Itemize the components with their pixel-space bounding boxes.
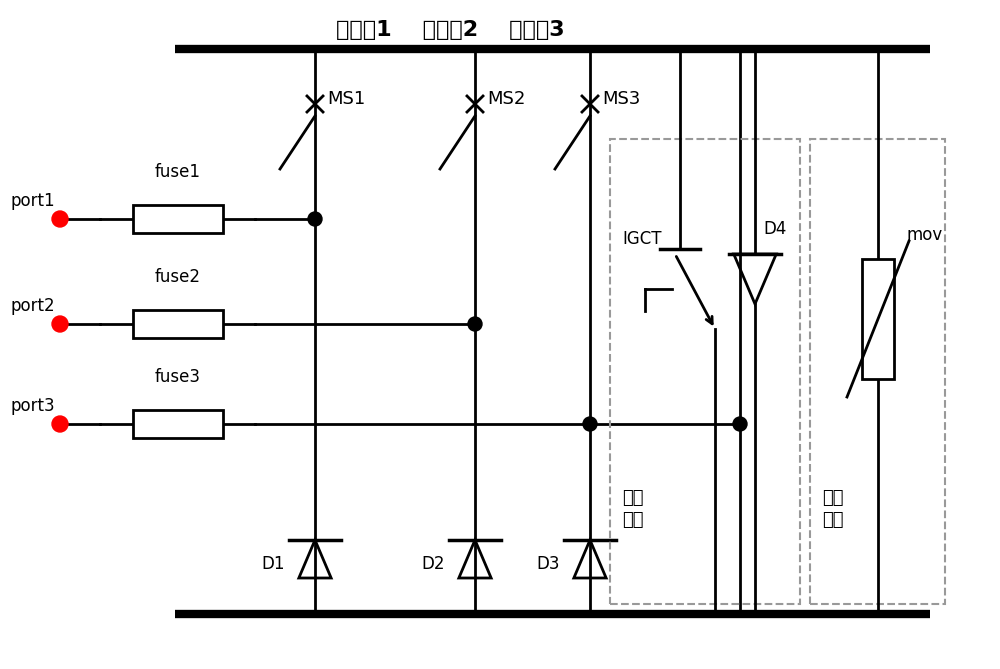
Text: fuse2: fuse2	[154, 268, 200, 286]
Text: port1: port1	[10, 192, 55, 210]
Circle shape	[52, 416, 68, 432]
Bar	[862, 259, 894, 379]
Text: mov: mov	[906, 226, 942, 244]
Text: fuse1: fuse1	[154, 163, 200, 181]
Bar	[132, 205, 222, 233]
Bar	[132, 310, 222, 338]
Text: 换流
支路: 换流 支路	[622, 489, 644, 529]
Text: 耗能
支路: 耗能 支路	[822, 489, 844, 529]
Text: D4: D4	[763, 220, 786, 238]
Bar	[132, 410, 222, 438]
Circle shape	[52, 211, 68, 227]
Text: D3: D3	[536, 555, 560, 573]
Text: D1: D1	[262, 555, 285, 573]
Text: MS2: MS2	[487, 90, 525, 108]
Text: MS1: MS1	[327, 90, 365, 108]
Text: 主支路1    主支路2    主支路3: 主支路1 主支路2 主支路3	[336, 20, 564, 40]
Text: port2: port2	[10, 297, 55, 315]
Bar	[810, 139, 945, 604]
Circle shape	[583, 417, 597, 431]
Circle shape	[468, 317, 482, 331]
Circle shape	[733, 417, 747, 431]
Circle shape	[52, 316, 68, 332]
Text: D2: D2	[422, 555, 445, 573]
Bar	[610, 139, 800, 604]
Text: fuse3: fuse3	[154, 368, 200, 386]
Circle shape	[308, 212, 322, 226]
Text: MS3: MS3	[602, 90, 640, 108]
Text: port3: port3	[10, 397, 55, 415]
Text: IGCT: IGCT	[622, 230, 662, 248]
